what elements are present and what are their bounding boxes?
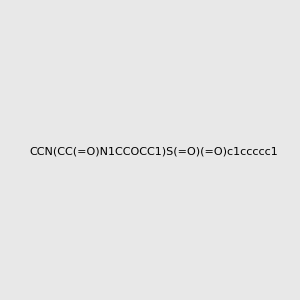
Text: CCN(CC(=O)N1CCOCC1)S(=O)(=O)c1ccccc1: CCN(CC(=O)N1CCOCC1)S(=O)(=O)c1ccccc1	[29, 146, 278, 157]
